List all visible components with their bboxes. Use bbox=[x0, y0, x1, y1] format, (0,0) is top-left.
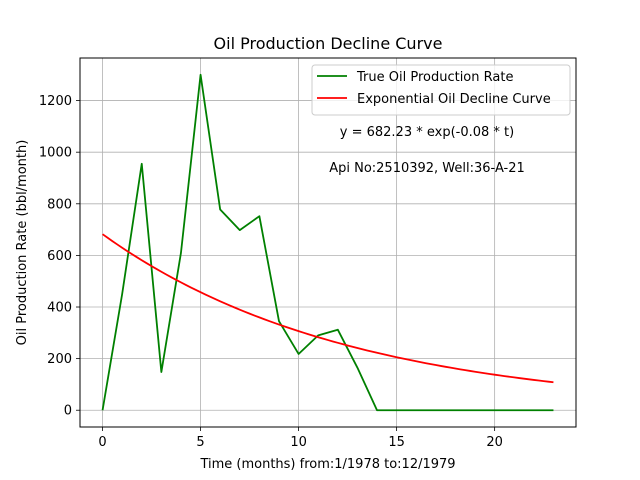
x-tick-label: 10 bbox=[290, 435, 307, 450]
y-tick-label: 1200 bbox=[39, 94, 72, 109]
legend-label-exponential: Exponential Oil Decline Curve bbox=[357, 92, 551, 107]
x-tick-label: 20 bbox=[486, 435, 503, 450]
well-annotation: Api No:2510392, Well:36-A-21 bbox=[329, 161, 525, 176]
y-tick-label: 200 bbox=[47, 352, 72, 367]
y-tick-label: 600 bbox=[47, 249, 72, 264]
series-line-true-rate bbox=[101, 73, 554, 412]
y-tick-label: 400 bbox=[47, 301, 72, 316]
y-axis-label: Oil Production Rate (bbl/month) bbox=[15, 140, 30, 346]
series-line-exponential bbox=[102, 233, 554, 384]
legend-label-true-rate: True Oil Production Rate bbox=[356, 70, 513, 85]
legend-box bbox=[311, 64, 571, 116]
x-tick-label: 5 bbox=[196, 435, 204, 450]
equation-annotation: y = 682.23 * exp(-0.08 * t) bbox=[340, 125, 514, 140]
x-tick-label: 0 bbox=[98, 435, 106, 450]
legend: True Oil Production Rate Exponential Oil… bbox=[311, 64, 571, 116]
x-axis-label: Time (months) from:1/1978 to:12/1979 bbox=[199, 457, 455, 472]
y-tick-label: 1000 bbox=[39, 146, 72, 161]
x-tick-label: 15 bbox=[388, 435, 405, 450]
y-tick-label: 800 bbox=[47, 197, 72, 212]
plot-frame bbox=[79, 57, 577, 428]
chart-title: Oil Production Decline Curve bbox=[214, 34, 443, 53]
series-layer bbox=[101, 73, 554, 412]
y-tick-label: 0 bbox=[64, 404, 72, 419]
